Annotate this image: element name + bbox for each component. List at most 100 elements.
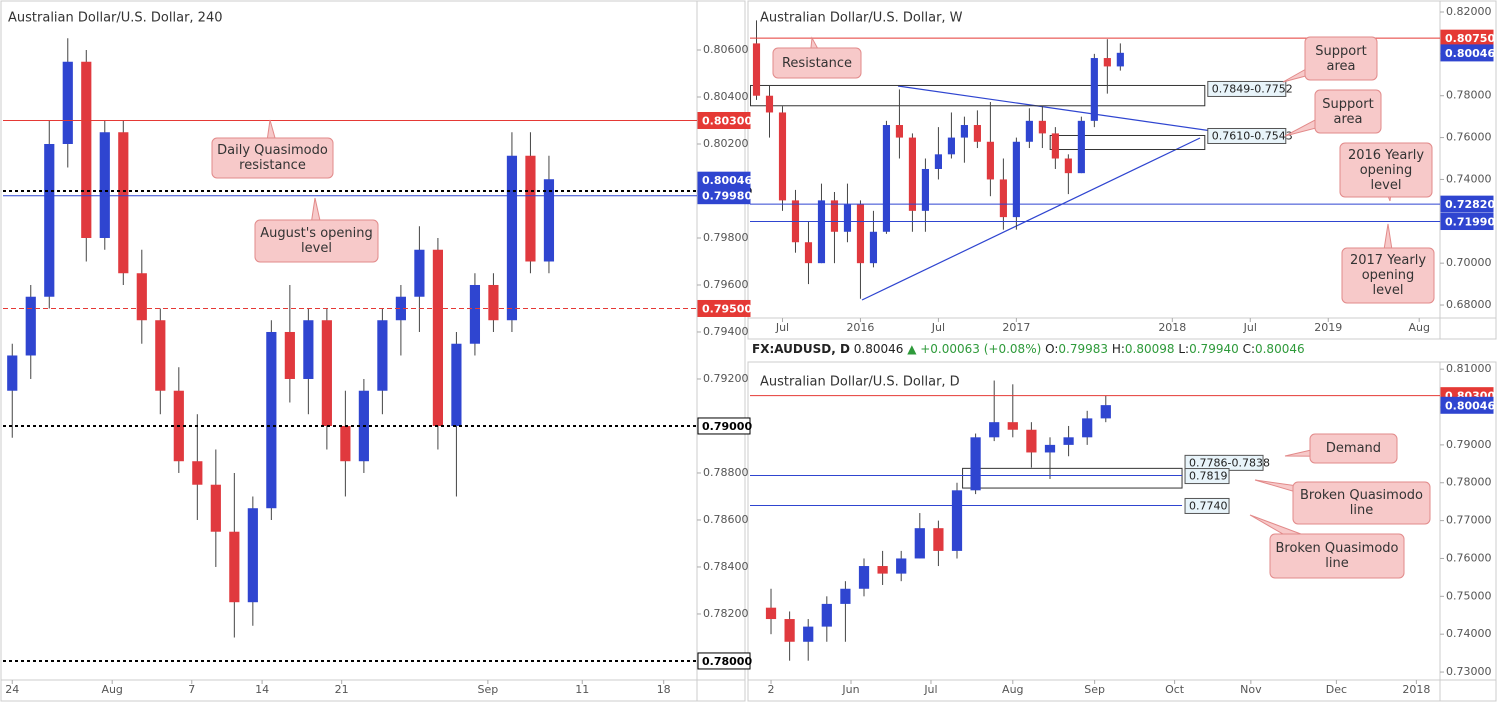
price-label-box: [1440, 213, 1494, 231]
candle-body: [81, 61, 92, 238]
candle-body: [340, 425, 351, 462]
zone-label: 0.7610-0.7543: [1212, 129, 1293, 142]
candle-body: [843, 204, 852, 232]
x-tick-label: Sep: [478, 683, 499, 696]
price-label: 0.80750: [1445, 32, 1495, 45]
callout-box: [1314, 89, 1382, 134]
candle-body: [973, 125, 981, 142]
x-tick-label: 21: [335, 683, 349, 696]
chart-title: Australian Dollar/U.S. Dollar, W: [760, 11, 963, 26]
candle-body: [321, 320, 332, 426]
callout-box: [1339, 142, 1433, 198]
chart-title: Australian Dollar/U.S. Dollar, 240: [8, 11, 223, 26]
candle-body: [960, 125, 968, 138]
y-tick-label: 0.78000: [1446, 476, 1492, 489]
callout-box: [211, 137, 334, 179]
candle-body: [525, 155, 536, 262]
price-label: 0.71990: [1445, 216, 1495, 229]
candle-body: [451, 343, 462, 426]
candle-body: [840, 588, 851, 604]
callout-text: Broken Quasimodo line: [1299, 488, 1423, 518]
candle-body: [856, 204, 865, 264]
candle-body: [414, 249, 425, 297]
y-tick-label: 0.78400: [703, 560, 749, 573]
candle-body: [1100, 405, 1111, 419]
candle-body: [1012, 141, 1020, 218]
callout-text: Support area: [1322, 96, 1374, 127]
candle-body: [804, 242, 813, 264]
price-label: 0.80300: [702, 114, 752, 127]
callout-text: 2017 Yearly opening level: [1349, 253, 1427, 298]
y-tick-label: 0.76000: [1446, 551, 1492, 564]
x-tick-label: Aug: [101, 683, 122, 696]
callout-box: [1292, 481, 1431, 525]
zone-label: 0.7849-0.7752: [1212, 82, 1293, 95]
last-price: 0.80046: [853, 342, 904, 356]
x-tick-label: 14: [255, 683, 269, 696]
callout-text: Broken Quasimodo line: [1275, 541, 1399, 571]
candle-body: [1038, 120, 1046, 134]
price-label: 0.80046: [1445, 47, 1495, 60]
candle-body: [908, 137, 917, 211]
price-label-box: [1440, 396, 1494, 414]
callout-text: Demand: [1325, 441, 1382, 456]
candle-body: [1063, 437, 1074, 445]
level-label: 0.7740: [1189, 499, 1228, 512]
candle-body: [934, 154, 942, 169]
candle-body: [136, 273, 147, 321]
y-tick-label: 0.82000: [1446, 5, 1492, 18]
x-tick-label: 7: [188, 683, 195, 696]
candle-body: [432, 249, 443, 426]
x-tick-label: Dec: [1326, 683, 1347, 696]
price-label-box: [697, 417, 751, 435]
callout-box: [1309, 433, 1398, 464]
candle-body: [803, 626, 814, 642]
candle-body: [25, 296, 36, 356]
candle-body: [7, 355, 18, 391]
candle-body: [1025, 120, 1033, 142]
candle-body: [1082, 418, 1093, 438]
x-tick-label: 18: [657, 683, 671, 696]
price-label-box: [697, 171, 751, 189]
high: 0.80098: [1124, 342, 1175, 356]
candle-body: [1090, 58, 1098, 121]
candle-body: [914, 528, 925, 559]
candle-body: [247, 508, 258, 603]
candle-body: [817, 200, 826, 264]
candle-body: [155, 320, 166, 391]
x-tick-label: 24: [5, 683, 19, 696]
price-label: 0.79980: [702, 190, 752, 203]
x-tick-label: 2016: [846, 321, 874, 334]
candle-body: [921, 168, 929, 211]
candle-body: [951, 490, 963, 551]
y-tick-label: 0.78200: [703, 607, 749, 620]
candle-body: [821, 603, 832, 627]
callout-box: [1341, 247, 1435, 304]
candle-body: [1044, 444, 1056, 453]
price-label: 0.78000: [702, 655, 752, 668]
candle-body: [118, 132, 129, 274]
y-tick-label: 0.79200: [703, 372, 749, 385]
callout-text: Daily Quasimodo resistance: [217, 143, 328, 173]
low-label: L:: [1178, 342, 1190, 356]
candle-body: [1026, 429, 1037, 453]
candle-body: [210, 484, 221, 532]
x-tick-label: Jul: [923, 683, 937, 696]
y-tick-label: 0.79800: [703, 231, 749, 244]
candle-body: [877, 566, 888, 574]
candle-body: [229, 531, 240, 603]
x-tick-label: 11: [575, 683, 589, 696]
y-tick-label: 0.81000: [1446, 362, 1492, 375]
candle-body: [488, 284, 499, 321]
callout-text: Resistance: [781, 55, 853, 71]
price-label-box: [1440, 195, 1494, 213]
candle-body: [895, 125, 904, 138]
x-tick-label: 2018: [1402, 683, 1430, 696]
candle-body: [869, 231, 878, 264]
price-label-box: [697, 652, 751, 670]
candle-body: [395, 296, 406, 321]
zone: [750, 84, 1206, 107]
candle-body: [1064, 158, 1072, 174]
x-tick-label: Aug: [1002, 683, 1023, 696]
